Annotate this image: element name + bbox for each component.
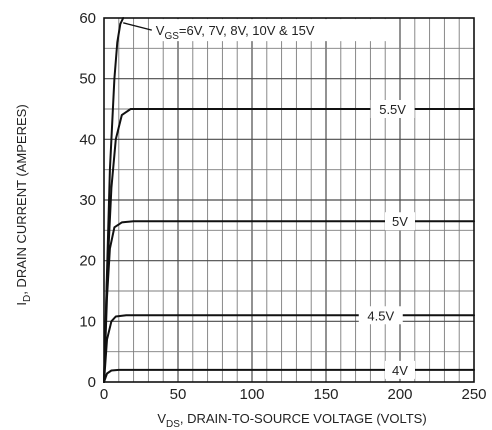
series-line-3 (103, 108, 475, 383)
y-tick-label: 50 (79, 71, 96, 88)
series-line-2 (103, 220, 475, 383)
curve-label-top-prefix: V (156, 23, 165, 38)
curve-label-l5: 5V (392, 214, 408, 229)
series-line-0 (103, 368, 475, 383)
series-line-1 (103, 314, 475, 383)
curves (103, 17, 475, 383)
curve-label-bg (385, 212, 415, 231)
x-axis-title-prefix: V (157, 411, 166, 426)
curve-label-bg (385, 360, 415, 379)
y-tick-label: 40 (79, 131, 96, 148)
plot-frame (103, 17, 475, 383)
y-tick-label: 10 (79, 313, 96, 330)
y-tick-label: 60 (79, 10, 96, 27)
curve-labels: 5.5V 5V 4.5V 4V VGS=6V, 7V, 8V, 10V & 15V (123, 19, 415, 379)
x-tick-label: 200 (387, 386, 412, 403)
y-tick-label: 30 (79, 192, 96, 209)
x-axis-title: VDS, DRAIN-TO-SOURCE VOLTAGE (VOLTS) (157, 411, 426, 430)
curve-label-bg (370, 100, 415, 118)
y-axis-title-subscript: D (22, 295, 33, 302)
x-axis-title-subscript: DS (166, 419, 180, 430)
curve-label-top-subscript: GS (164, 31, 179, 42)
y-axis-title-text: , DRAIN CURRENT (AMPERES) (14, 104, 29, 294)
curve-label-bg (151, 19, 390, 42)
x-tick-label: 150 (313, 386, 338, 403)
x-tick-label: 100 (239, 386, 264, 403)
y-tick-labels: 0 10 20 30 40 50 60 (79, 10, 96, 391)
curve-label-l55: 5.5V (379, 102, 406, 117)
curve-label-l45: 4.5V (367, 308, 394, 323)
x-tick-label: 250 (461, 386, 486, 403)
y-axis-title: ID, DRAIN CURRENT (AMPERES) (14, 104, 33, 305)
y-axis-title-prefix: I (14, 302, 29, 306)
x-tick-labels: 0 50 100 150 200 250 (100, 386, 487, 403)
grid (104, 18, 474, 382)
x-tick-label: 0 (100, 386, 108, 403)
x-axis-title-text: , DRAIN-TO-SOURCE VOLTAGE (VOLTS) (180, 411, 427, 426)
y-tick-label: 20 (79, 253, 96, 270)
curve-label-top-text: =6V, 7V, 8V, 10V & 15V (179, 23, 315, 38)
series-line-4 (103, 17, 125, 383)
curve-label-bg (358, 306, 403, 325)
y-tick-label: 0 (88, 374, 96, 391)
curve-label-top: VGS=6V, 7V, 8V, 10V & 15V (156, 23, 315, 42)
leader-line (123, 22, 152, 31)
curve-label-l4: 4V (392, 363, 408, 378)
x-tick-label: 50 (170, 386, 187, 403)
